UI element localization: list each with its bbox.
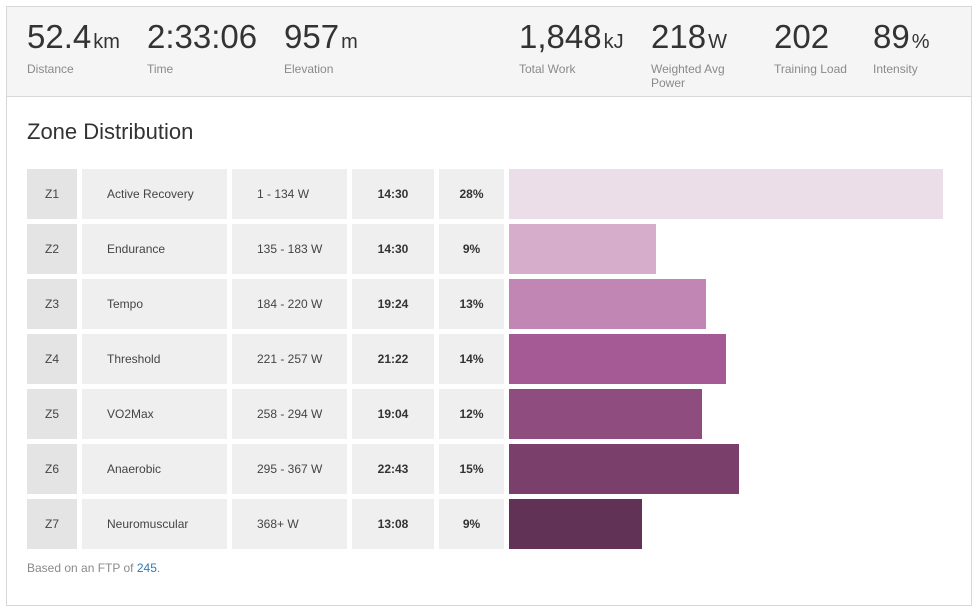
stat-value: 52.4 [27,18,92,55]
zone-id: Z7 [27,499,77,549]
zone-id: Z6 [27,444,77,494]
zone-percent: 14% [439,334,504,384]
zone-percent: 9% [439,224,504,274]
stat-elevation: 957 m Elevation [284,18,358,77]
zone-range: 1 - 134 W [232,169,347,219]
zone-id: Z4 [27,334,77,384]
stat-value: 218 [651,18,707,55]
zone-row: Z7 Neuromuscular 368+ W 13:08 9% [27,499,943,549]
zone-row: Z3 Tempo 184 - 220 W 19:24 13% [27,279,943,329]
stat-total-work: 1,848 kJ Total Work [519,18,624,77]
zone-name: Tempo [82,279,227,329]
zone-bar [509,389,702,439]
zone-time: 13:08 [352,499,434,549]
zone-row: Z6 Anaerobic 295 - 367 W 22:43 15% [27,444,943,494]
stat-value: 202 [774,18,830,55]
footnote-suffix: . [156,561,161,575]
stat-intensity: 89% Intensity [873,18,930,77]
zone-name: Endurance [82,224,227,274]
zone-range: 368+ W [232,499,347,549]
zone-row: Z2 Endurance 135 - 183 W 14:30 9% [27,224,943,274]
zone-bar [509,444,739,494]
zone-panel: 52.4 km Distance 2:33:06 Time 957 m Elevat… [6,6,972,606]
zone-name: Threshold [82,334,227,384]
ftp-link[interactable]: 245 [136,561,157,575]
stat-label: Elevation [284,62,334,76]
section-title: Zone Distribution [27,119,194,144]
stat-unit: km [93,31,120,53]
ftp-footnote: Based on an FTP of 245. [27,561,160,575]
zone-time: 21:22 [352,334,434,384]
zone-name: Anaerobic [82,444,227,494]
zone-id: Z5 [27,389,77,439]
zone-time: 14:30 [352,169,434,219]
stats-bar: 52.4 km Distance 2:33:06 Time 957 m Elevat… [7,7,971,97]
stat-value: 957 [284,18,340,55]
zone-time: 22:43 [352,444,434,494]
stat-value: 2:33:06 [147,18,258,55]
stat-label: Intensity [873,62,918,76]
zone-percent: 12% [439,389,504,439]
zone-bar [509,279,706,329]
zone-percent: 15% [439,444,504,494]
zone-range: 184 - 220 W [232,279,347,329]
zone-range: 258 - 294 W [232,389,347,439]
stat-weighted-avg-power: 218 W Weighted Avg Power [651,18,751,91]
zone-bar [509,499,642,549]
zone-bar [509,169,943,219]
stat-unit: % [911,31,930,53]
zone-percent: 9% [439,499,504,549]
stat-distance: 52.4 km Distance [27,18,120,77]
stat-label: Time [147,62,174,76]
stat-label: Training Load [774,62,847,76]
zone-range: 295 - 367 W [232,444,347,494]
zone-range: 221 - 257 W [232,334,347,384]
stat-unit: m [341,31,358,53]
zone-time: 14:30 [352,224,434,274]
zone-percent: 13% [439,279,504,329]
zone-time: 19:04 [352,389,434,439]
stat-unit: kJ [603,31,624,53]
stat-time: 2:33:06 Time [147,18,259,77]
zone-id: Z1 [27,169,77,219]
zone-row: Z4 Threshold 221 - 257 W 21:22 14% [27,334,943,384]
zone-row: Z1 Active Recovery 1 - 134 W 14:30 28% [27,169,943,219]
zone-bar [509,224,656,274]
zone-time: 19:24 [352,279,434,329]
stat-label: Total Work [519,62,576,76]
stat-label: Distance [27,62,74,76]
zone-name: Neuromuscular [82,499,227,549]
zone-name: Active Recovery [82,169,227,219]
footnote-prefix: Based on an FTP of [27,561,137,575]
zone-percent: 28% [439,169,504,219]
stat-training-load: 202 Training Load [774,18,847,77]
zone-row: Z5 VO2Max 258 - 294 W 19:04 12% [27,389,943,439]
stat-label: Weighted Avg Power [651,62,725,90]
zone-id: Z2 [27,224,77,274]
stat-unit: W [708,31,727,53]
stat-value: 89 [873,18,910,55]
zone-name: VO2Max [82,389,227,439]
zone-range: 135 - 183 W [232,224,347,274]
zone-id: Z3 [27,279,77,329]
zone-bar [509,334,726,384]
stat-value: 1,848 [519,18,602,55]
